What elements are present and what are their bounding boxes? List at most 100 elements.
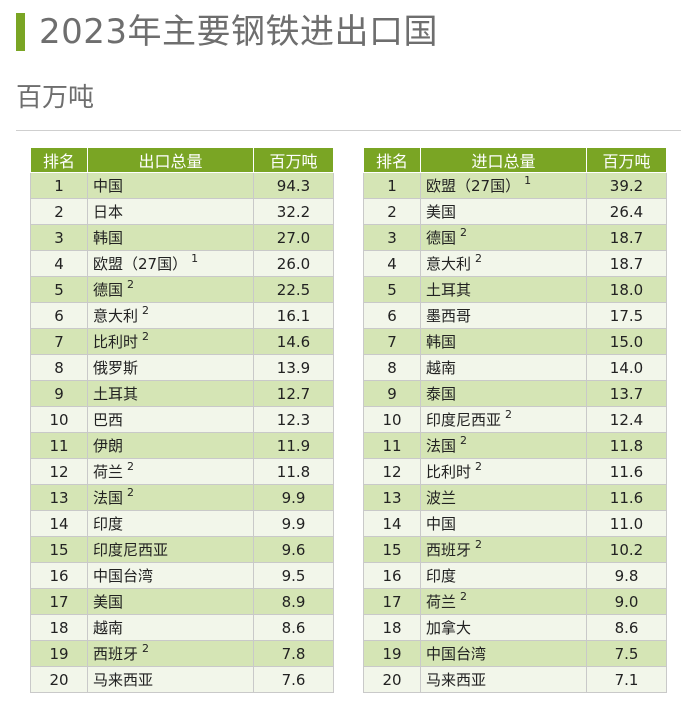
country-cell: 泰国 [420, 380, 587, 407]
table-row: 4 意大利 2 18.7 [363, 250, 667, 277]
country-cell: 越南 [87, 614, 254, 641]
value-cell: 18.0 [586, 276, 667, 303]
country-name: 波兰 [426, 489, 457, 507]
table-row: 7 韩国 15.0 [363, 328, 667, 355]
rank-cell: 19 [363, 640, 421, 667]
value-cell: 22.5 [253, 276, 334, 303]
table-row: 12 比利时 2 11.6 [363, 458, 667, 485]
country-cell: 中国 [420, 510, 587, 537]
rank-cell: 11 [30, 432, 88, 459]
rank-cell: 11 [363, 432, 421, 459]
value-cell: 7.8 [253, 640, 334, 667]
page-header: 2023年主要钢铁进出口国 [16, 12, 438, 52]
table-row: 2 美国 26.4 [363, 198, 667, 225]
country-cell: 巴西 [87, 406, 254, 433]
value-cell: 9.8 [586, 562, 667, 589]
country-cell: 美国 [420, 198, 587, 225]
divider [16, 130, 681, 131]
table-row: 4 欧盟（27国） 1 26.0 [30, 250, 334, 277]
country-name: 中国台湾 [426, 645, 487, 663]
footnote-marker: 2 [460, 226, 468, 239]
table-row: 13 法国 2 9.9 [30, 484, 334, 511]
country-name: 越南 [93, 619, 124, 637]
header-import-total: 进口总量 [420, 147, 587, 173]
country-name: 德国 [93, 281, 124, 299]
country-name: 加拿大 [426, 619, 472, 637]
country-name: 韩国 [426, 333, 457, 351]
table-row: 12 荷兰 2 11.8 [30, 458, 334, 485]
table-row: 16 印度 9.8 [363, 562, 667, 589]
table-row: 9 土耳其 12.7 [30, 380, 334, 407]
country-cell: 欧盟（27国） 1 [420, 172, 587, 199]
table-row: 10 巴西 12.3 [30, 406, 334, 433]
table-row: 3 韩国 27.0 [30, 224, 334, 251]
country-name: 印度尼西亚 [93, 541, 169, 559]
country-name: 德国 [426, 229, 457, 247]
rank-cell: 9 [363, 380, 421, 407]
table-row: 7 比利时 2 14.6 [30, 328, 334, 355]
table-row: 17 荷兰 2 9.0 [363, 588, 667, 615]
country-cell: 韩国 [87, 224, 254, 251]
table-row: 19 西班牙 2 7.8 [30, 640, 334, 667]
footnote-marker: 2 [475, 538, 483, 551]
rank-cell: 4 [363, 250, 421, 277]
table-row: 1 欧盟（27国） 1 39.2 [363, 172, 667, 199]
country-cell: 德国 2 [420, 224, 587, 251]
rank-cell: 15 [30, 536, 88, 563]
value-cell: 32.2 [253, 198, 334, 225]
country-cell: 印度尼西亚 2 [420, 406, 587, 433]
value-cell: 94.3 [253, 172, 334, 199]
table-row: 9 泰国 13.7 [363, 380, 667, 407]
country-name: 俄罗斯 [93, 359, 139, 377]
table-row: 15 西班牙 2 10.2 [363, 536, 667, 563]
value-cell: 11.9 [253, 432, 334, 459]
value-cell: 8.6 [586, 614, 667, 641]
country-cell: 比利时 2 [420, 458, 587, 485]
value-cell: 11.8 [586, 432, 667, 459]
country-cell: 意大利 2 [420, 250, 587, 277]
value-cell: 26.4 [586, 198, 667, 225]
rank-cell: 12 [363, 458, 421, 485]
country-cell: 美国 [87, 588, 254, 615]
value-cell: 26.0 [253, 250, 334, 277]
header-unit: 百万吨 [253, 147, 334, 173]
import-table: 排名 进口总量 百万吨 1 欧盟（27国） 1 39.2 2 美国 26.4 3 德国 2 18.7… [363, 147, 667, 693]
table-row: 11 伊朗 11.9 [30, 432, 334, 459]
footnote-marker: 2 [142, 304, 150, 317]
header-rank: 排名 [30, 147, 88, 173]
country-name: 韩国 [93, 229, 124, 247]
table-row: 6 墨西哥 17.5 [363, 302, 667, 329]
country-name: 马来西亚 [93, 671, 154, 689]
table-row: 15 印度尼西亚 9.6 [30, 536, 334, 563]
footnote-marker: 2 [127, 278, 135, 291]
country-name: 法国 [426, 437, 457, 455]
country-name: 美国 [93, 593, 124, 611]
rank-cell: 2 [30, 198, 88, 225]
table-row: 20 马来西亚 7.6 [30, 666, 334, 693]
table-row: 11 法国 2 11.8 [363, 432, 667, 459]
country-name: 印度 [426, 567, 457, 585]
table-row: 5 土耳其 18.0 [363, 276, 667, 303]
country-cell: 越南 [420, 354, 587, 381]
footnote-marker: 2 [127, 460, 135, 473]
page-title: 2023年主要钢铁进出口国 [39, 12, 439, 52]
country-name: 中国 [93, 177, 124, 195]
country-cell: 日本 [87, 198, 254, 225]
country-cell: 西班牙 2 [420, 536, 587, 563]
table-row: 6 意大利 2 16.1 [30, 302, 334, 329]
rank-cell: 14 [30, 510, 88, 537]
unit-label: 百万吨 [16, 83, 95, 113]
rank-cell: 18 [30, 614, 88, 641]
table-row: 13 波兰 11.6 [363, 484, 667, 511]
rank-cell: 4 [30, 250, 88, 277]
footnote-marker: 2 [505, 408, 513, 421]
country-cell: 韩国 [420, 328, 587, 355]
rank-cell: 13 [363, 484, 421, 511]
table-row: 5 德国 2 22.5 [30, 276, 334, 303]
value-cell: 39.2 [586, 172, 667, 199]
rank-cell: 9 [30, 380, 88, 407]
country-name: 法国 [93, 489, 124, 507]
value-cell: 11.8 [253, 458, 334, 485]
value-cell: 9.9 [253, 510, 334, 537]
rank-cell: 17 [363, 588, 421, 615]
